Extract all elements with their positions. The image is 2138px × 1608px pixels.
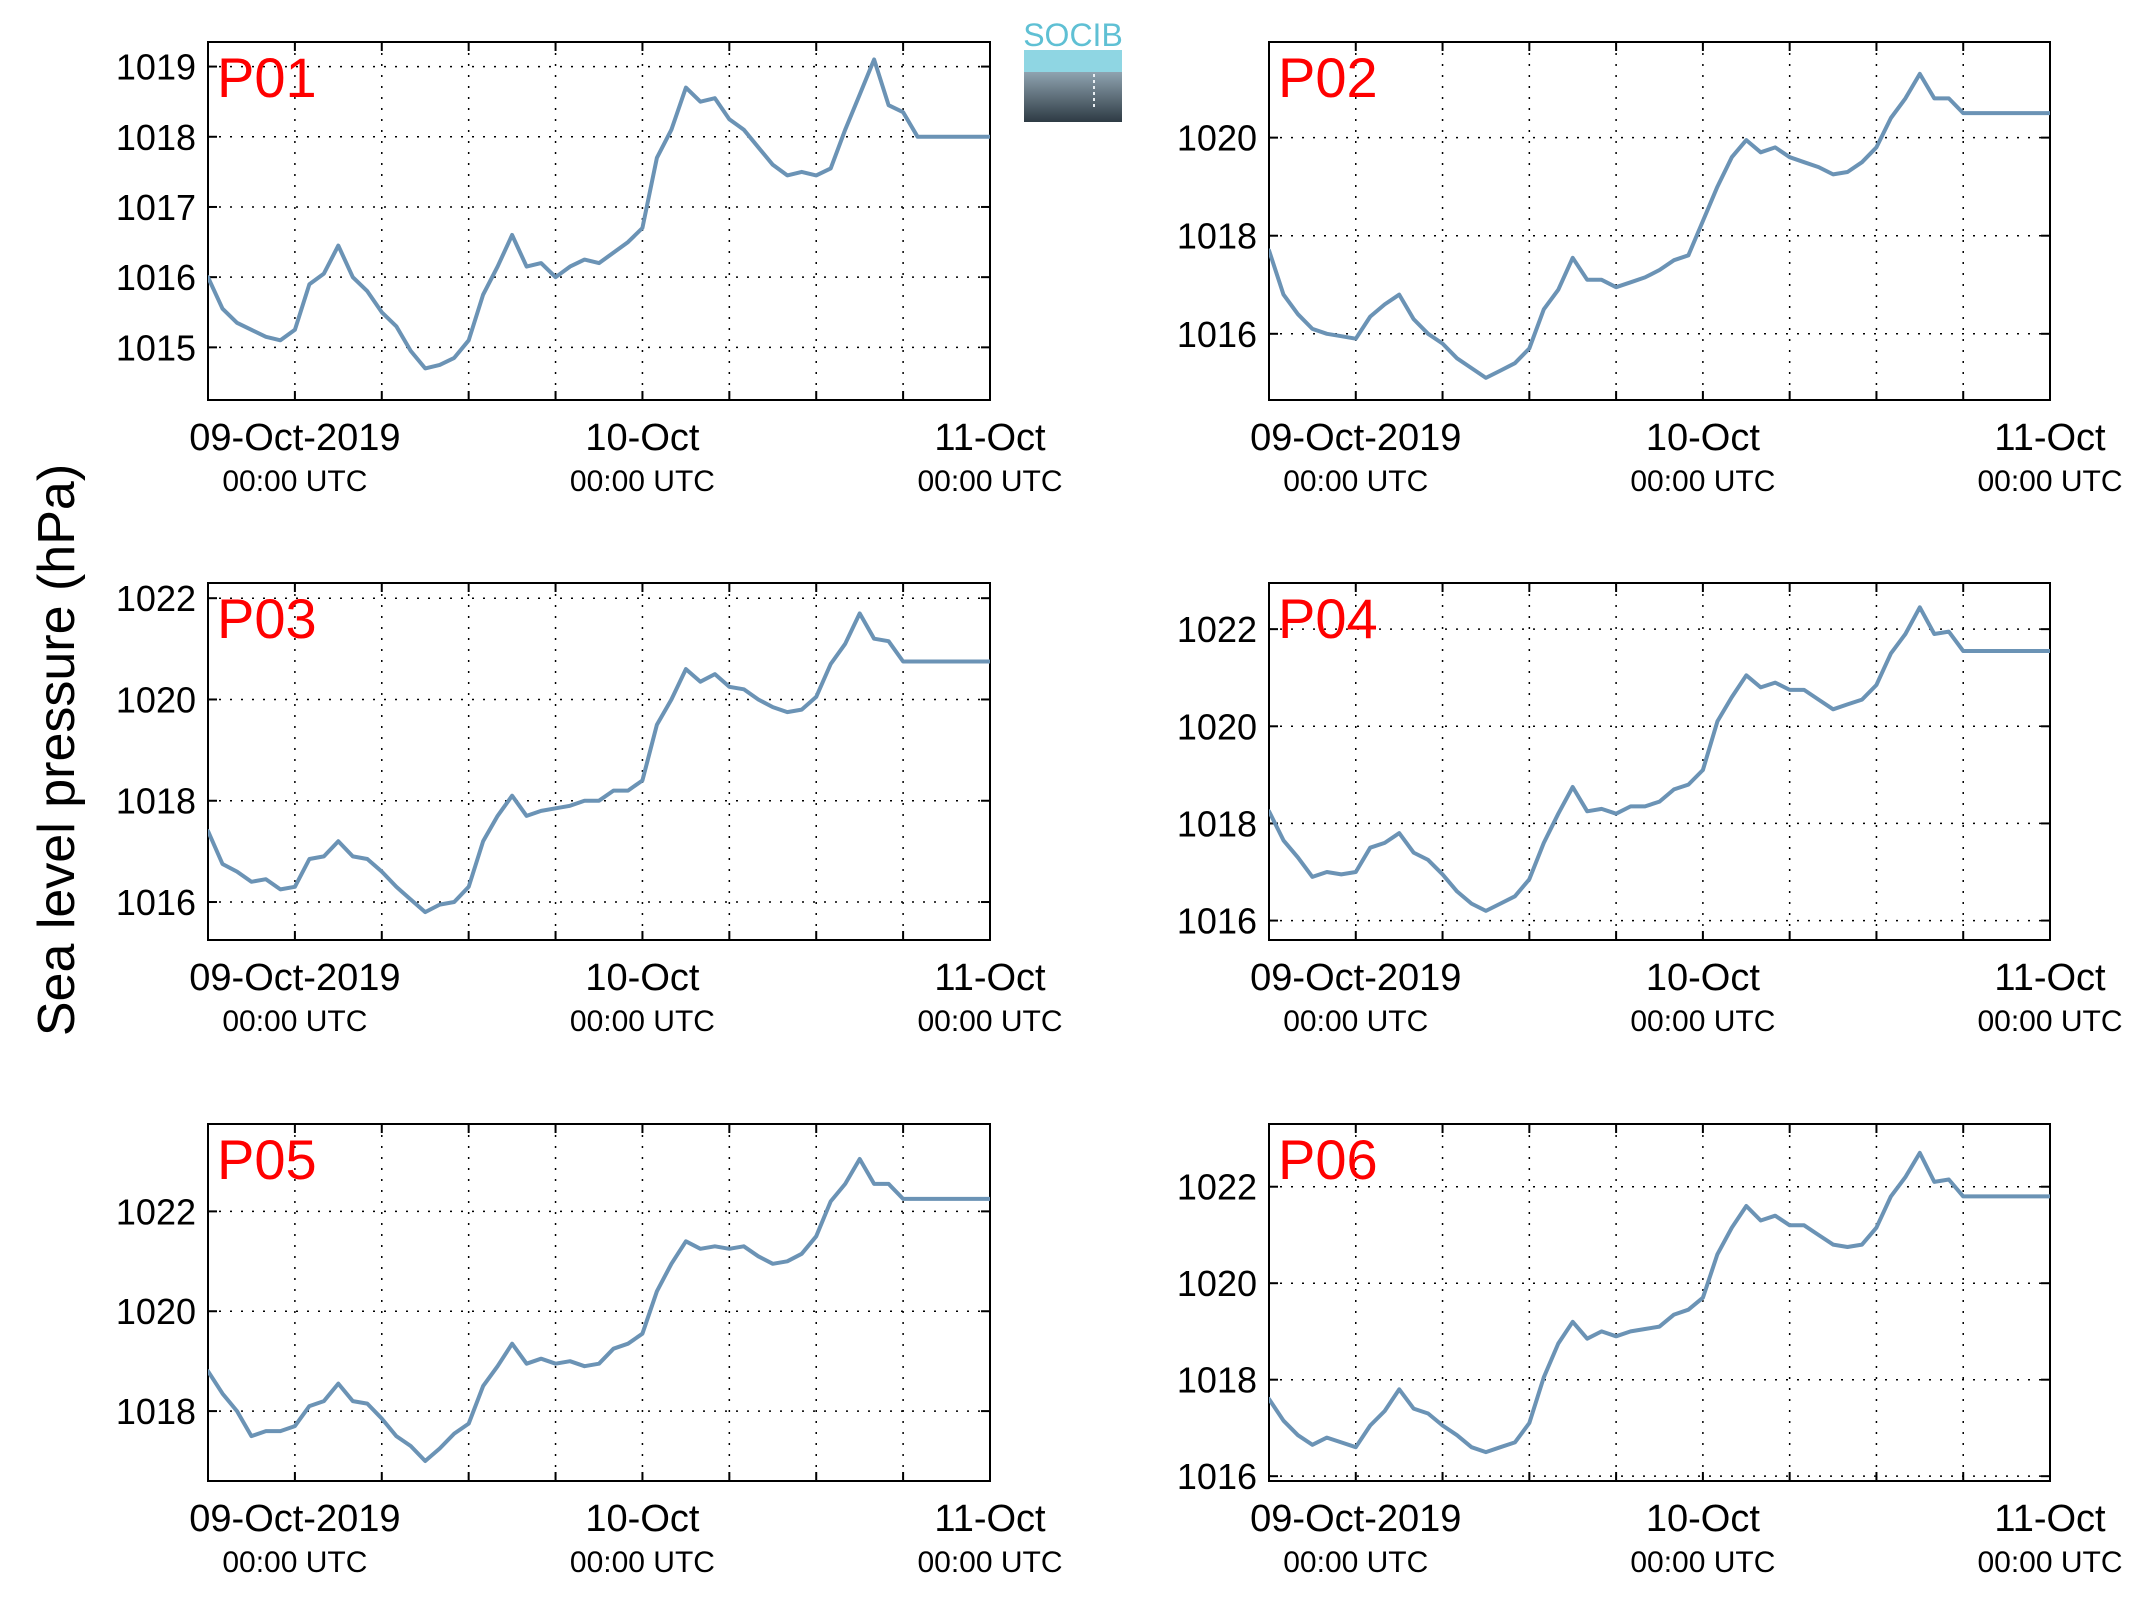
x-tick-sublabel: 00:00 UTC bbox=[1283, 1005, 1428, 1038]
x-tick-label: 10-Oct bbox=[585, 1498, 699, 1540]
y-tick-label: 1020 bbox=[1177, 706, 1257, 747]
x-tick-sublabel: 00:00 UTC bbox=[1977, 465, 2122, 498]
x-tick-label: 09-Oct-2019 bbox=[1250, 957, 1461, 999]
x-tick-sublabel: 00:00 UTC bbox=[570, 1546, 715, 1579]
x-tick-sublabel: 00:00 UTC bbox=[1283, 1546, 1428, 1579]
panels: 1015 1016 1017 1018 1019 09-Oct-2019 00:00 UTC… bbox=[116, 41, 2123, 1579]
y-tick-label: 1016 bbox=[116, 257, 196, 298]
x-tick-label: 11-Oct bbox=[1994, 957, 2106, 999]
axes-frame bbox=[207, 1123, 991, 1482]
y-tick-label: 1019 bbox=[116, 47, 196, 88]
x-tick-label: 11-Oct bbox=[1994, 417, 2106, 459]
y-tick-label: 1022 bbox=[116, 578, 196, 619]
x-tick-label: 10-Oct bbox=[1646, 957, 1760, 999]
y-tick-label: 1018 bbox=[116, 1391, 196, 1432]
y-tick-label: 1016 bbox=[1177, 901, 1257, 942]
y-tick-label: 1020 bbox=[1177, 1263, 1257, 1304]
panel-label: P05 bbox=[217, 1128, 317, 1191]
panel-label: P01 bbox=[217, 46, 317, 109]
logo-text: SOCIB bbox=[1023, 17, 1123, 53]
y-tick-label: 1018 bbox=[1177, 216, 1257, 257]
plot-panel-p03: 1016 1018 1020 1022 09-Oct-2019 00:00 UTC 10-O… bbox=[116, 578, 1063, 1038]
series-line-p04 bbox=[1269, 605, 2050, 913]
x-tick-label: 11-Oct bbox=[934, 1498, 1046, 1540]
x-tick-label: 10-Oct bbox=[585, 957, 699, 999]
y-tick-label: 1015 bbox=[116, 327, 196, 368]
x-tick-label: 09-Oct-2019 bbox=[189, 1498, 400, 1540]
series-line-p02 bbox=[1269, 71, 2050, 380]
x-tick-label: 11-Oct bbox=[934, 957, 1046, 999]
y-tick-label: 1022 bbox=[116, 1191, 196, 1232]
x-tick-sublabel: 00:00 UTC bbox=[570, 1005, 715, 1038]
plot-panel-p01: 1015 1016 1017 1018 1019 09-Oct-2019 00:00 UTC… bbox=[116, 41, 1063, 498]
axes-frame bbox=[1268, 41, 2051, 401]
y-tick-label: 1017 bbox=[116, 187, 196, 228]
y-tick-label: 1020 bbox=[116, 1291, 196, 1332]
plot-panel-p04: 1016 1018 1020 1022 09-Oct-2019 00:00 UTC 10-O… bbox=[1177, 582, 2123, 1038]
y-tick-label: 1022 bbox=[1177, 609, 1257, 650]
plot-panel-p02: 1016 1018 1020 09-Oct-2019 00:00 UTC 10-Oct 00… bbox=[1177, 41, 2123, 498]
series-line-p01 bbox=[208, 57, 990, 371]
x-tick-sublabel: 00:00 UTC bbox=[1630, 465, 1775, 498]
plot-panel-p06: 1016 1018 1020 1022 09-Oct-2019 00:00 UTC 10-O… bbox=[1177, 1123, 2123, 1579]
series-line-p06 bbox=[1269, 1150, 2050, 1455]
y-tick-label: 1018 bbox=[116, 117, 196, 158]
x-tick-sublabel: 00:00 UTC bbox=[917, 1546, 1062, 1579]
series-line-p03 bbox=[208, 611, 990, 915]
y-tick-label: 1020 bbox=[116, 679, 196, 720]
x-tick-sublabel: 00:00 UTC bbox=[1630, 1005, 1775, 1038]
y-tick-label: 1018 bbox=[116, 781, 196, 822]
x-tick-sublabel: 00:00 UTC bbox=[1977, 1005, 2122, 1038]
x-tick-sublabel: 00:00 UTC bbox=[222, 465, 367, 498]
axes-frame bbox=[207, 582, 991, 941]
x-tick-label: 09-Oct-2019 bbox=[189, 957, 400, 999]
axes-frame bbox=[207, 41, 991, 401]
y-tick-label: 1016 bbox=[1177, 1456, 1257, 1497]
plot-panel-p05: 1018 1020 1022 09-Oct-2019 00:00 UTC 10-Oct 00… bbox=[116, 1123, 1063, 1579]
axes-frame bbox=[1268, 582, 2051, 941]
x-tick-label: 09-Oct-2019 bbox=[1250, 1498, 1461, 1540]
series-line-p05 bbox=[208, 1157, 990, 1463]
x-tick-label: 11-Oct bbox=[1994, 1498, 2106, 1540]
y-axis-label: Sea level pressure (hPa) bbox=[28, 464, 86, 1036]
x-tick-sublabel: 00:00 UTC bbox=[1283, 465, 1428, 498]
x-tick-label: 10-Oct bbox=[1646, 417, 1760, 459]
logo-body bbox=[1024, 72, 1122, 122]
axes-frame bbox=[1268, 1123, 2051, 1482]
panel-label: P06 bbox=[1278, 1128, 1378, 1191]
y-tick-label: 1022 bbox=[1177, 1167, 1257, 1208]
x-tick-sublabel: 00:00 UTC bbox=[222, 1546, 367, 1579]
x-tick-sublabel: 00:00 UTC bbox=[1977, 1546, 2122, 1579]
x-tick-sublabel: 00:00 UTC bbox=[222, 1005, 367, 1038]
x-tick-sublabel: 00:00 UTC bbox=[917, 1005, 1062, 1038]
x-tick-sublabel: 00:00 UTC bbox=[1630, 1546, 1775, 1579]
y-tick-label: 1018 bbox=[1177, 803, 1257, 844]
x-tick-label: 10-Oct bbox=[1646, 1498, 1760, 1540]
panel-label: P02 bbox=[1278, 46, 1378, 109]
y-tick-label: 1020 bbox=[1177, 118, 1257, 159]
logo-wave bbox=[1024, 50, 1122, 74]
x-tick-label: 10-Oct bbox=[585, 417, 699, 459]
panel-label: P04 bbox=[1278, 587, 1378, 650]
x-tick-label: 09-Oct-2019 bbox=[189, 417, 400, 459]
y-tick-label: 1016 bbox=[116, 882, 196, 923]
y-tick-label: 1018 bbox=[1177, 1360, 1257, 1401]
x-tick-label: 09-Oct-2019 bbox=[1250, 417, 1461, 459]
y-tick-label: 1016 bbox=[1177, 314, 1257, 355]
x-tick-label: 11-Oct bbox=[934, 417, 1046, 459]
x-tick-sublabel: 00:00 UTC bbox=[570, 465, 715, 498]
x-tick-sublabel: 00:00 UTC bbox=[917, 465, 1062, 498]
panel-label: P03 bbox=[217, 587, 317, 650]
socib-logo: SOCIB bbox=[1023, 17, 1123, 122]
